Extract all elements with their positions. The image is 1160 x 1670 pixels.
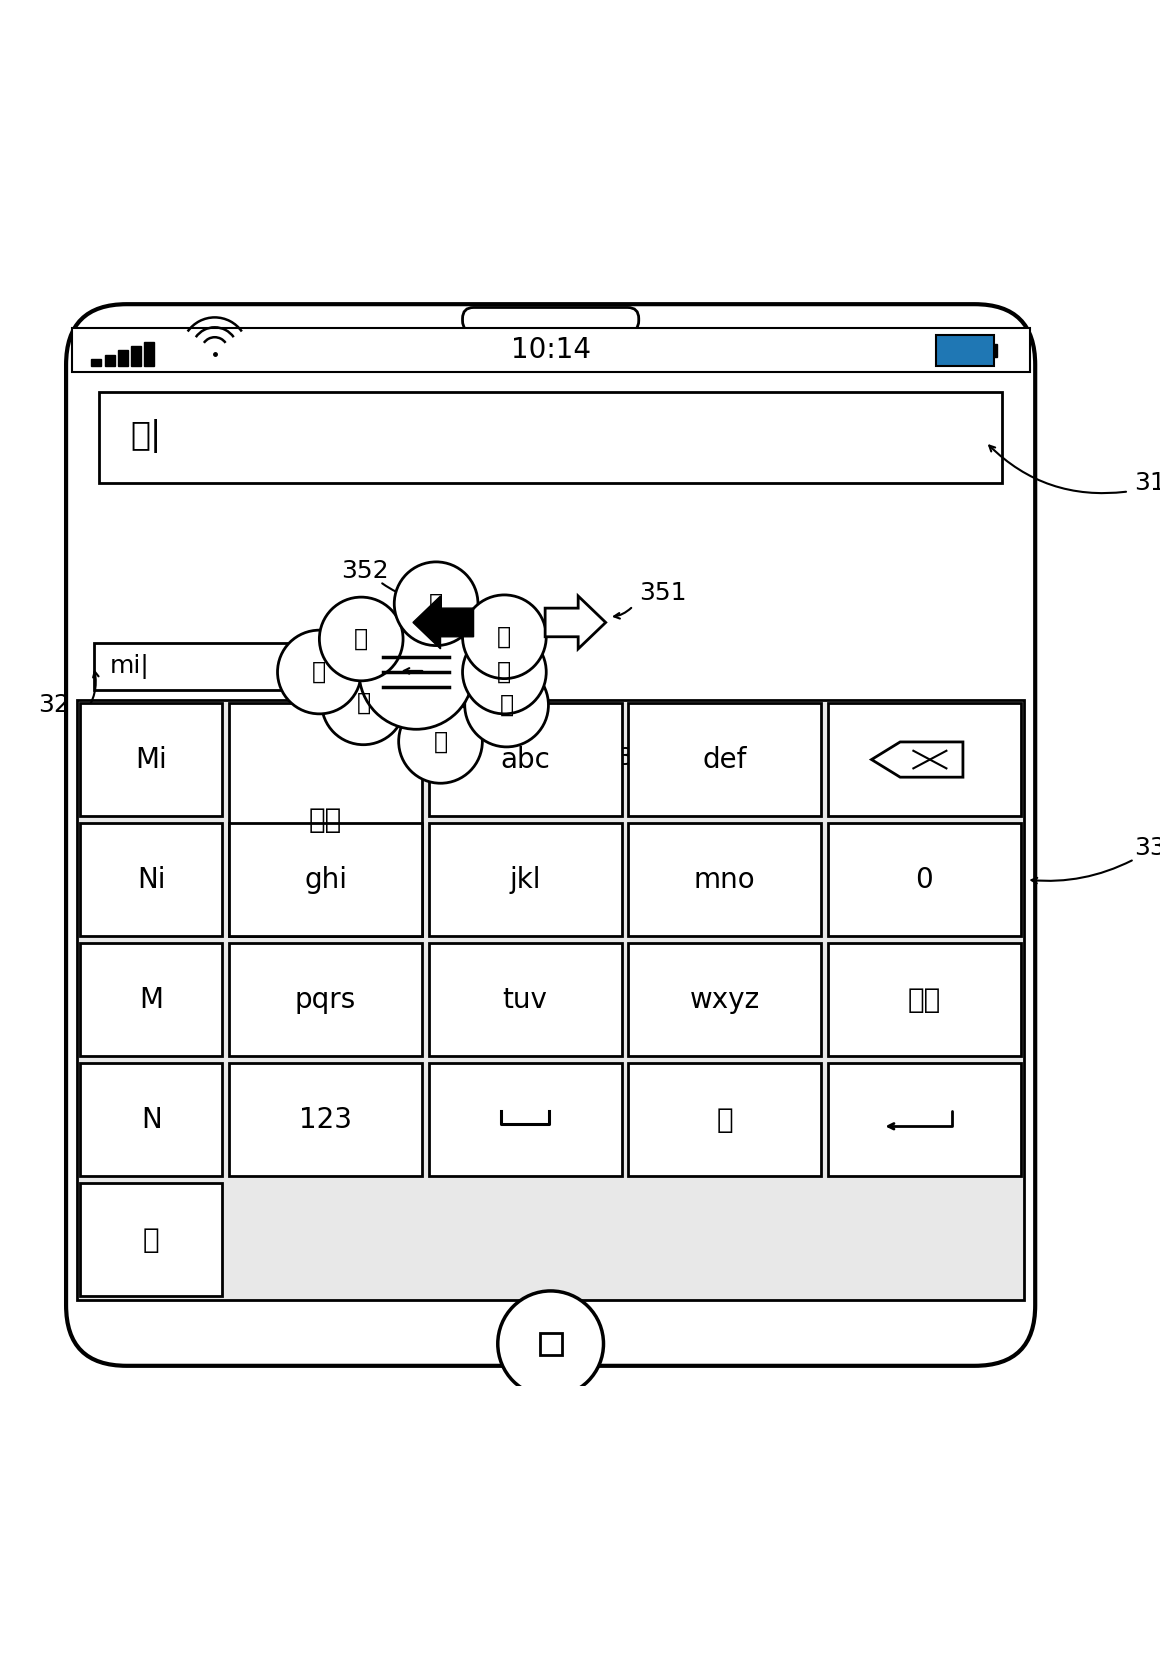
Text: 秘|: 秘| xyxy=(130,419,161,453)
Text: mno: mno xyxy=(694,865,755,893)
Circle shape xyxy=(277,630,361,713)
Circle shape xyxy=(319,598,403,681)
Bar xyxy=(629,1064,821,1176)
Bar xyxy=(429,944,622,1057)
Circle shape xyxy=(394,561,478,646)
Bar xyxy=(80,1064,223,1176)
Text: tuv: tuv xyxy=(502,985,548,1014)
Bar xyxy=(80,1182,223,1296)
Text: 33: 33 xyxy=(1134,837,1160,860)
Bar xyxy=(539,1333,561,1354)
Bar xyxy=(80,823,223,937)
Text: 123: 123 xyxy=(299,1106,353,1134)
Bar xyxy=(828,1064,1021,1176)
Text: Mi: Mi xyxy=(136,745,167,773)
Text: 和: 和 xyxy=(498,625,512,648)
Bar xyxy=(429,823,622,937)
Bar xyxy=(828,823,1021,937)
Circle shape xyxy=(498,1291,603,1396)
Bar xyxy=(429,703,622,817)
Bar xyxy=(104,354,115,366)
Text: 10:14: 10:14 xyxy=(510,336,590,364)
Text: 31: 31 xyxy=(1134,471,1160,494)
Text: ghi: ghi xyxy=(304,865,347,893)
Bar xyxy=(936,336,986,366)
Polygon shape xyxy=(413,596,473,650)
Bar xyxy=(92,359,101,366)
Text: 32: 32 xyxy=(38,693,71,716)
FancyBboxPatch shape xyxy=(66,304,1035,1366)
Circle shape xyxy=(463,630,546,713)
Circle shape xyxy=(321,661,405,745)
Text: 秘: 秘 xyxy=(354,626,368,651)
FancyBboxPatch shape xyxy=(463,307,639,332)
Bar xyxy=(229,1064,422,1176)
Text: 351: 351 xyxy=(639,581,687,605)
Text: 352: 352 xyxy=(341,559,389,583)
Polygon shape xyxy=(545,596,606,650)
Bar xyxy=(99,392,1002,483)
Text: pqrs: pqrs xyxy=(295,985,356,1014)
Text: 密: 密 xyxy=(498,660,512,685)
Bar xyxy=(629,944,821,1057)
Bar xyxy=(131,346,142,366)
Text: 0: 0 xyxy=(915,865,934,893)
Text: abc: abc xyxy=(500,745,550,773)
Text: M: M xyxy=(139,985,164,1014)
Bar xyxy=(80,944,223,1057)
Bar xyxy=(629,703,821,817)
Text: 密: 密 xyxy=(429,591,443,616)
Bar xyxy=(118,351,128,366)
Bar xyxy=(828,703,1021,817)
Bar xyxy=(936,336,994,366)
Text: 符: 符 xyxy=(143,1226,160,1254)
Bar xyxy=(229,703,422,937)
Circle shape xyxy=(463,595,546,678)
Circle shape xyxy=(399,700,483,783)
Text: jkl: jkl xyxy=(509,865,541,893)
Text: wxyz: wxyz xyxy=(690,985,760,1014)
Text: 迷: 迷 xyxy=(500,693,514,716)
Text: 米: 米 xyxy=(356,691,370,715)
Text: N: N xyxy=(142,1106,161,1134)
Bar xyxy=(72,329,1030,372)
Polygon shape xyxy=(871,741,963,777)
Bar xyxy=(985,339,989,362)
Bar xyxy=(629,823,821,937)
Text: def: def xyxy=(703,745,747,773)
Bar xyxy=(144,342,154,366)
Text: mi|: mi| xyxy=(110,655,150,680)
Bar xyxy=(994,344,996,357)
Text: 34: 34 xyxy=(617,746,648,770)
Bar xyxy=(80,703,223,817)
Bar xyxy=(94,643,314,690)
Text: Ni: Ni xyxy=(137,865,166,893)
Bar xyxy=(429,1064,622,1176)
Bar xyxy=(77,700,1024,1299)
Text: 分词: 分词 xyxy=(309,805,342,833)
Text: 览: 览 xyxy=(312,660,326,685)
Text: 中: 中 xyxy=(717,1106,733,1134)
Text: 谜: 谜 xyxy=(434,730,448,753)
Circle shape xyxy=(358,615,473,730)
Bar xyxy=(229,823,422,937)
Text: 清空: 清空 xyxy=(908,985,941,1014)
Text: 341: 341 xyxy=(171,713,218,736)
Circle shape xyxy=(465,663,549,746)
Bar xyxy=(828,944,1021,1057)
Bar xyxy=(229,944,422,1057)
